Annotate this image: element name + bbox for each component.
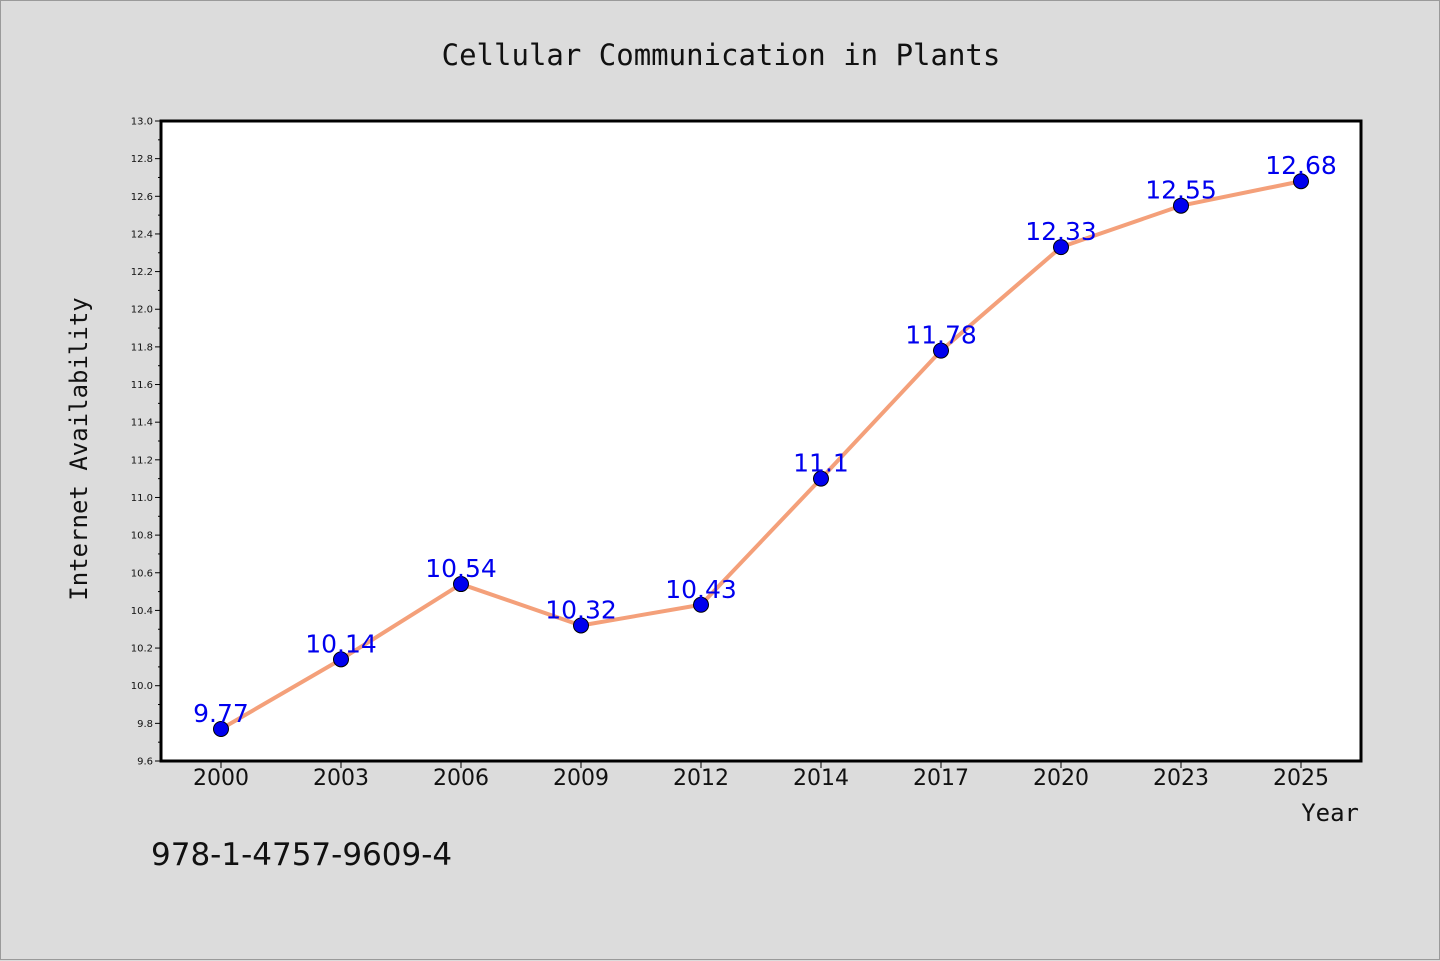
data-point [573, 617, 589, 634]
y-tick-label: 11.6 [131, 380, 153, 391]
y-tick-label: 10.8 [131, 531, 153, 542]
y-axis-ticks: 9.6 9.8 10.0 10.2 10.4 10.6 10.8 11.0 11.2 11.4 11… [131, 117, 161, 768]
data-label: 10.32 [545, 595, 617, 624]
x-axis-ticks: 2000 2003 2006 2009 2012 2014 2017 2020 2023 2025 [193, 761, 1329, 791]
y-tick-label: 10.2 [131, 644, 153, 655]
plot-frame [159, 119, 1363, 763]
y-tick-label: 13.0 [131, 117, 153, 128]
data-label: 12.55 [1145, 176, 1217, 205]
y-axis-label: Internet Availability [65, 297, 93, 600]
y-tick-label: 10.6 [131, 568, 153, 579]
y-tick-label: 11.2 [131, 455, 153, 466]
data-point [453, 576, 469, 593]
data-label: 10.43 [665, 575, 737, 604]
isbn-text: 978-1-4757-9609-4 [151, 837, 452, 873]
y-tick-label: 11.0 [131, 493, 153, 504]
y-tick-label: 12.2 [131, 267, 153, 278]
y-tick-label: 11.8 [131, 342, 153, 353]
data-label: 12.68 [1265, 151, 1337, 180]
data-point [1173, 197, 1189, 214]
data-point [1293, 173, 1309, 190]
y-tick-label: 11.4 [131, 418, 153, 429]
data-label: 9.77 [193, 699, 249, 728]
x-tick-label: 2014 [793, 766, 849, 791]
x-tick-label: 2009 [553, 766, 609, 791]
x-tick-label: 2006 [433, 766, 489, 791]
y-tick-label: 12.4 [131, 229, 153, 240]
y-tick-label: 9.6 [137, 757, 153, 768]
y-tick-label: 12.8 [131, 154, 153, 165]
x-tick-label: 2003 [313, 766, 369, 791]
x-tick-label: 2023 [1153, 766, 1209, 791]
data-point [933, 342, 949, 359]
y-tick-label: 9.8 [137, 719, 153, 730]
data-point [1053, 239, 1069, 256]
series-layer: 9.77 10.14 10.54 10.32 10.43 11.1 11.78 12.33 12… [193, 151, 1337, 737]
plot-area [161, 121, 1361, 761]
data-point [213, 721, 229, 737]
data-label: 10.14 [305, 629, 377, 658]
data-label: 11.1 [793, 449, 849, 478]
series-line [219, 179, 1302, 731]
x-tick-label: 2025 [1273, 766, 1329, 791]
chart-title: Cellular Communication in Plants [442, 38, 1001, 72]
x-axis-label: Year [1301, 799, 1359, 827]
data-label: 10.54 [425, 554, 497, 583]
data-point [813, 470, 829, 487]
x-tick-label: 2020 [1033, 766, 1089, 791]
data-label: 11.78 [905, 321, 977, 350]
y-tick-label: 12.0 [131, 305, 153, 316]
data-point [693, 596, 709, 613]
x-tick-label: 2012 [673, 766, 729, 791]
x-tick-label: 2017 [913, 766, 969, 791]
y-tick-label: 10.4 [131, 606, 153, 617]
data-point [333, 651, 349, 668]
x-tick-label: 2000 [193, 766, 249, 791]
y-tick-label: 10.0 [131, 681, 153, 692]
data-label: 12.33 [1025, 217, 1097, 246]
y-tick-label: 12.6 [131, 192, 153, 203]
